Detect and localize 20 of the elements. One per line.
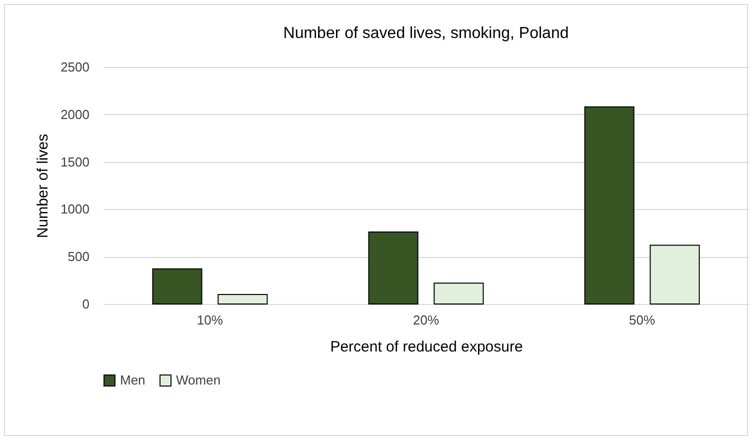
y-tick-label: 2000 — [60, 106, 90, 122]
x-axis-title: Percent of reduced exposure — [330, 338, 523, 356]
x-tick-label: 50% — [629, 312, 656, 328]
y-tick-label: 2500 — [60, 60, 90, 74]
y-tick-label: 500 — [68, 249, 90, 264]
bar — [434, 282, 484, 304]
x-tick-label: 10% — [196, 312, 224, 328]
legend-label: Women — [176, 372, 221, 388]
y-tick-label: 1500 — [60, 154, 90, 170]
bar — [368, 231, 418, 304]
bar — [218, 294, 268, 304]
y-tick-label: 1000 — [60, 202, 90, 217]
bar — [650, 244, 700, 304]
x-tick-label: 20% — [412, 312, 440, 328]
legend-label: Men — [120, 372, 146, 388]
chart-title: Number of saved lives, smoking, Poland — [283, 25, 569, 42]
y-tick-label: 0 — [82, 296, 90, 312]
y-axis-title: Number of lives — [34, 134, 52, 238]
bar — [584, 106, 634, 304]
bar — [152, 268, 202, 304]
